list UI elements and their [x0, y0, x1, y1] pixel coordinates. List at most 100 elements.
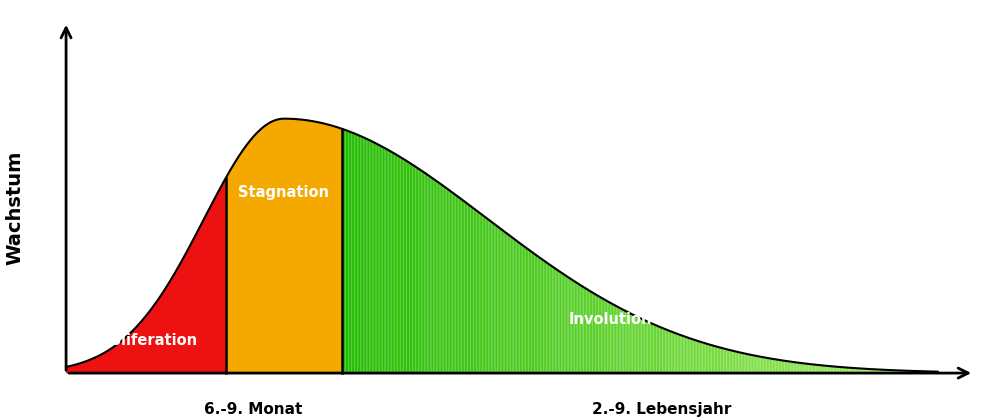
Polygon shape — [606, 300, 607, 373]
Polygon shape — [872, 369, 874, 373]
Polygon shape — [933, 372, 935, 373]
Polygon shape — [546, 262, 548, 373]
Polygon shape — [436, 181, 438, 373]
Polygon shape — [402, 158, 404, 373]
Polygon shape — [713, 346, 715, 373]
Polygon shape — [383, 147, 384, 373]
Polygon shape — [625, 311, 627, 373]
Polygon shape — [659, 327, 661, 373]
Polygon shape — [593, 293, 594, 373]
Polygon shape — [770, 358, 771, 373]
Polygon shape — [475, 209, 476, 373]
Polygon shape — [860, 368, 862, 373]
Polygon shape — [433, 179, 435, 373]
Polygon shape — [517, 241, 518, 373]
Polygon shape — [520, 243, 521, 373]
Polygon shape — [488, 220, 490, 373]
Polygon shape — [781, 360, 783, 373]
Polygon shape — [738, 352, 740, 373]
Polygon shape — [456, 195, 457, 373]
Polygon shape — [521, 244, 523, 373]
Polygon shape — [427, 175, 429, 373]
Polygon shape — [841, 367, 842, 373]
Polygon shape — [563, 273, 564, 373]
Polygon shape — [825, 366, 826, 373]
Polygon shape — [624, 310, 625, 373]
Polygon shape — [545, 261, 546, 373]
Polygon shape — [537, 256, 539, 373]
Polygon shape — [526, 247, 527, 373]
Polygon shape — [845, 368, 847, 373]
Polygon shape — [829, 366, 831, 373]
Polygon shape — [902, 370, 903, 373]
Polygon shape — [639, 318, 640, 373]
Polygon shape — [682, 336, 683, 373]
Polygon shape — [808, 364, 810, 373]
Polygon shape — [350, 132, 351, 373]
Polygon shape — [752, 355, 753, 373]
Polygon shape — [637, 317, 639, 373]
Polygon shape — [414, 165, 415, 373]
Polygon shape — [773, 359, 774, 373]
Polygon shape — [935, 372, 936, 373]
Polygon shape — [741, 353, 743, 373]
Polygon shape — [716, 346, 718, 373]
Polygon shape — [418, 168, 420, 373]
Polygon shape — [832, 366, 834, 373]
Polygon shape — [886, 370, 887, 373]
Polygon shape — [835, 367, 837, 373]
Polygon shape — [889, 370, 890, 373]
Polygon shape — [636, 316, 637, 373]
Polygon shape — [740, 352, 741, 373]
Polygon shape — [566, 276, 567, 373]
Polygon shape — [667, 330, 668, 373]
Polygon shape — [366, 139, 368, 373]
Polygon shape — [503, 231, 505, 373]
Polygon shape — [482, 215, 484, 373]
Polygon shape — [799, 363, 801, 373]
Polygon shape — [600, 297, 601, 373]
Polygon shape — [374, 142, 375, 373]
Polygon shape — [523, 245, 524, 373]
Polygon shape — [676, 333, 677, 373]
Polygon shape — [921, 371, 923, 373]
Polygon shape — [862, 369, 863, 373]
Polygon shape — [917, 371, 918, 373]
Polygon shape — [863, 369, 865, 373]
Polygon shape — [890, 370, 892, 373]
Polygon shape — [384, 148, 386, 373]
Polygon shape — [820, 365, 822, 373]
Polygon shape — [518, 242, 520, 373]
Polygon shape — [842, 367, 844, 373]
Polygon shape — [595, 294, 597, 373]
Polygon shape — [759, 357, 761, 373]
Text: Stagnation: Stagnation — [238, 185, 329, 200]
Polygon shape — [505, 232, 506, 373]
Polygon shape — [549, 265, 551, 373]
Polygon shape — [715, 346, 716, 373]
Polygon shape — [534, 254, 536, 373]
Polygon shape — [923, 371, 924, 373]
Polygon shape — [868, 369, 869, 373]
Polygon shape — [688, 338, 689, 373]
Polygon shape — [430, 177, 432, 373]
Polygon shape — [828, 366, 829, 373]
Polygon shape — [478, 212, 479, 373]
Polygon shape — [844, 368, 845, 373]
Polygon shape — [747, 354, 749, 373]
Polygon shape — [616, 306, 618, 373]
Polygon shape — [441, 184, 442, 373]
Polygon shape — [502, 230, 503, 373]
Polygon shape — [560, 272, 561, 373]
Polygon shape — [826, 366, 828, 373]
Polygon shape — [722, 348, 723, 373]
Polygon shape — [838, 367, 840, 373]
Polygon shape — [369, 140, 371, 373]
Polygon shape — [448, 189, 450, 373]
Polygon shape — [371, 141, 372, 373]
Polygon shape — [494, 224, 496, 373]
Polygon shape — [909, 371, 911, 373]
Text: Involution: Involution — [569, 312, 653, 327]
Polygon shape — [362, 136, 363, 373]
Polygon shape — [871, 369, 872, 373]
